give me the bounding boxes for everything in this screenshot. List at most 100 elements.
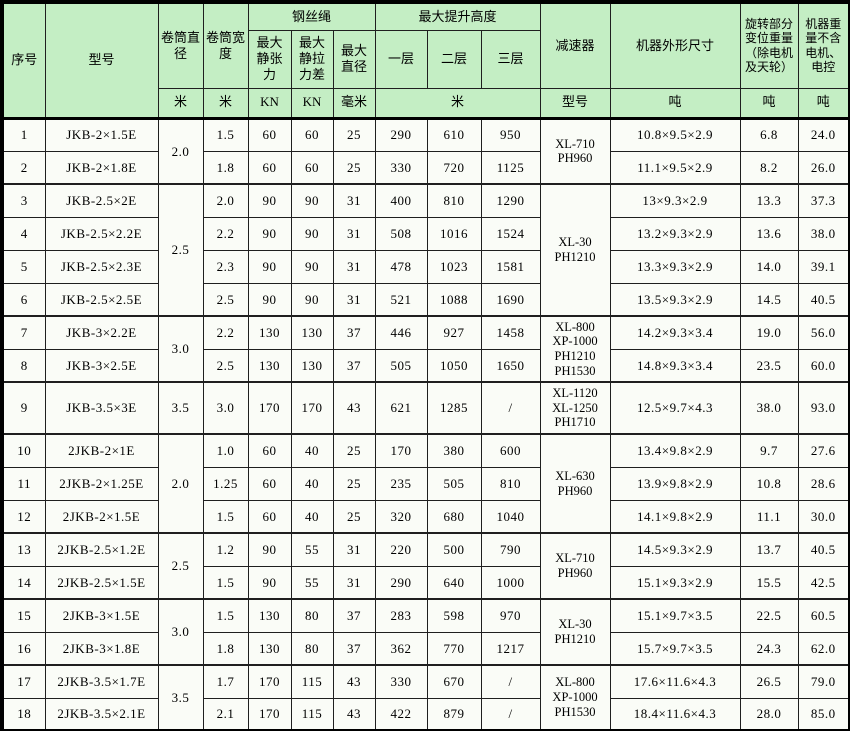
table-row: 3 JKB-2.5×2E 2.5 2.0 90 90 31 400 810 1290 XL-30 P… (1, 183, 850, 317)
cell-height-layer2: 720 (426, 150, 482, 185)
cell-serial: 6 (1, 282, 46, 317)
header-row-groups: 序号 型号 卷筒直径 卷筒宽度 钢丝绳 最大提升高度 减速器 机器外形尺寸 旋转… (1, 1, 850, 119)
cell-height-layer1: 621 (374, 381, 428, 435)
cell-max-rope-diameter: 31 (332, 249, 376, 284)
cell-max-static-tension: 90 (247, 183, 292, 218)
cell-rotating-part-weight: 10.8 (739, 466, 799, 501)
cell-machine-dimensions: 14.2×9.3×3.4 (609, 315, 741, 350)
table-row: 5 JKB-2.5×2.3E 2.3 90 90 31 478 1023 1581 13.3×9.… (1, 249, 850, 284)
cell-max-static-tension-diff: 80 (290, 631, 334, 666)
cell-max-static-tension: 60 (247, 433, 292, 468)
cell-drum-width: 1.0 (202, 433, 249, 468)
table-row: 6 JKB-2.5×2.5E 2.5 90 90 31 521 1088 1690 13.5×9.… (1, 282, 850, 317)
cell-drum-diameter: 3.5 (157, 381, 204, 435)
header-reducer: 减速器 (539, 1, 611, 89)
cell-model: 2JKB-2×1.25E (44, 466, 159, 501)
cell-machine-weight: 39.1 (797, 249, 850, 284)
cell-max-rope-diameter: 31 (332, 532, 376, 567)
cell-machine-weight: 85.0 (797, 697, 850, 731)
cell-height-layer1: 508 (374, 216, 428, 251)
table-row: 4 JKB-2.5×2.2E 2.2 90 90 31 508 1016 1524 13.2×9.… (1, 216, 850, 251)
cell-machine-weight: 24.0 (797, 117, 850, 152)
cell-serial: 10 (1, 433, 46, 468)
cell-machine-dimensions: 13.3×9.3×2.9 (609, 249, 741, 284)
cell-height-layer3: 600 (480, 433, 541, 468)
cell-machine-weight: 40.5 (797, 532, 850, 567)
cell-height-layer1: 330 (374, 150, 428, 185)
cell-serial: 11 (1, 466, 46, 501)
cell-machine-dimensions: 15.1×9.3×2.9 (609, 565, 741, 600)
cell-rotating-part-weight: 28.0 (739, 697, 799, 731)
cell-max-static-tension-diff: 90 (290, 282, 334, 317)
cell-max-static-tension-diff: 130 (290, 315, 334, 350)
header-row-units: 米 米 KN KN 毫米 米 型号 吨 吨 吨 (2, 87, 850, 119)
cell-max-rope-diameter: 31 (332, 216, 376, 251)
cell-serial: 16 (1, 631, 46, 666)
cell-height-layer2: 500 (426, 532, 482, 567)
cell-model: JKB-3×2.2E (44, 315, 159, 350)
cell-max-static-tension: 90 (247, 565, 292, 600)
cell-rotating-part-weight: 19.0 (739, 315, 799, 350)
cell-height-layer2: 879 (426, 697, 482, 731)
table-row: 15 2JKB-3×1.5E 3.0 1.5 130 80 37 283 598 970 XL-30… (1, 598, 850, 666)
cell-max-static-tension: 90 (247, 532, 292, 567)
cell-height-layer2: 640 (426, 565, 482, 600)
cell-machine-weight: 93.0 (797, 381, 850, 435)
cell-serial: 12 (1, 499, 46, 534)
cell-rotating-part-weight: 23.5 (739, 348, 799, 383)
cell-rotating-part-weight: 13.3 (739, 183, 799, 218)
cell-drum-diameter: 2.0 (157, 117, 204, 185)
cell-max-static-tension: 130 (247, 631, 292, 666)
cell-max-rope-diameter: 31 (332, 282, 376, 317)
unit-rotating: 吨 (739, 87, 799, 119)
cell-machine-dimensions: 12.5×9.7×4.3 (609, 381, 741, 435)
cell-height-layer3: 1458 (480, 315, 541, 350)
cell-model: JKB-2.5×2.3E (44, 249, 159, 284)
unit-height: 米 (374, 87, 541, 119)
cell-drum-width: 2.5 (202, 348, 249, 383)
cell-serial: 9 (1, 381, 46, 435)
cell-model: 2JKB-2×1E (44, 433, 159, 468)
cell-reducer-model: XL-710 PH960 (539, 532, 611, 600)
cell-rotating-part-weight: 13.6 (739, 216, 799, 251)
cell-serial: 5 (1, 249, 46, 284)
cell-drum-width: 2.5 (202, 282, 249, 317)
cell-height-layer3: 1000 (480, 565, 541, 600)
cell-max-rope-diameter: 37 (332, 631, 376, 666)
cell-max-static-tension: 90 (247, 282, 292, 317)
cell-drum-width: 1.5 (202, 565, 249, 600)
cell-drum-diameter: 3.0 (157, 598, 204, 666)
cell-rotating-part-weight: 22.5 (739, 598, 799, 633)
unit-drum-width: 米 (202, 87, 249, 119)
cell-max-static-tension: 130 (247, 315, 292, 350)
cell-height-layer1: 362 (374, 631, 428, 666)
cell-height-layer1: 400 (374, 183, 428, 218)
cell-height-layer1: 283 (374, 598, 428, 633)
cell-machine-dimensions: 14.1×9.8×2.9 (609, 499, 741, 534)
header-machine-dimensions: 机器外形尺寸 (609, 1, 741, 89)
cell-machine-weight: 27.6 (797, 433, 850, 468)
cell-max-static-tension-diff: 90 (290, 249, 334, 284)
cell-drum-width: 1.8 (202, 150, 249, 185)
cell-max-static-tension-diff: 60 (290, 150, 334, 185)
cell-machine-weight: 28.6 (797, 466, 850, 501)
cell-max-rope-diameter: 37 (332, 598, 376, 633)
cell-machine-dimensions: 17.6×11.6×4.3 (609, 664, 741, 699)
cell-model: JKB-3.5×3E (44, 381, 159, 435)
header-serial: 序号 (1, 1, 46, 119)
cell-machine-dimensions: 15.1×9.7×3.5 (609, 598, 741, 633)
cell-height-layer2: 1088 (426, 282, 482, 317)
cell-max-rope-diameter: 43 (332, 697, 376, 731)
table-row: 11 2JKB-2×1.25E 1.25 60 40 25 235 505 810 13.9×9.… (1, 466, 850, 501)
cell-max-static-tension: 130 (247, 598, 292, 633)
unit-tension: KN (247, 87, 292, 119)
cell-height-layer3: 1650 (480, 348, 541, 383)
cell-drum-diameter: 2.5 (157, 183, 204, 317)
cell-machine-weight: 62.0 (797, 631, 850, 666)
cell-machine-dimensions: 11.1×9.5×2.9 (609, 150, 741, 185)
cell-max-static-tension-diff: 55 (290, 532, 334, 567)
cell-height-layer1: 330 (374, 664, 428, 699)
cell-reducer-model: XL-710 PH960 (539, 117, 611, 185)
unit-rope-diameter: 毫米 (332, 87, 376, 119)
cell-max-rope-diameter: 43 (332, 381, 376, 435)
